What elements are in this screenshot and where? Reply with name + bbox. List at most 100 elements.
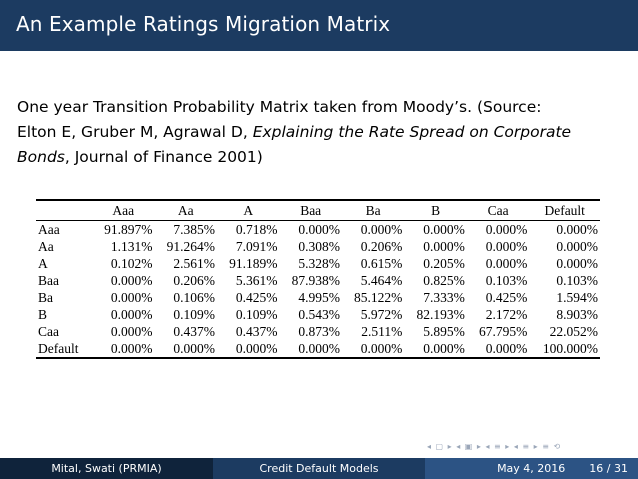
column-header: Ba [365,202,381,218]
column-header: Aa [177,202,194,218]
table-cell: 91.897% [104,221,153,237]
table-row: B 0.000% 0.109% 0.109% 0.543% 5.972% 82.193% 2.… [36,306,600,323]
table-cell: 7.385% [173,221,215,237]
table-cell: 5.361% [235,272,278,288]
table-cell: 0.000% [423,340,465,356]
table-cell: 0.000% [423,221,465,237]
footer-page-number: 16 / 31 [589,462,628,475]
table-row: Caa 0.000% 0.437% 0.437% 0.873% 2.511% 5.895% 6… [36,323,600,340]
table-cell: 5.972% [360,306,403,322]
intro-line-3-suffix: , Journal of Finance 2001) [64,148,263,166]
table-cell: 0.000% [110,323,153,339]
column-header: B [431,202,441,218]
table-cell: 5.328% [298,255,340,271]
row-header: Aaa [38,221,60,237]
table-cell: 0.000% [360,340,403,356]
footer-date-segment: May 4, 2016 16 / 31 [425,458,638,479]
table-cell: 0.825% [423,272,465,288]
paper-title-part-1: Explaining the Rate Spread on Corporate [252,123,572,141]
table-cell: 0.103% [556,272,598,288]
slide-title-bar: An Example Ratings Migration Matrix [0,0,638,51]
table-row: Default 0.000% 0.000% 0.000% 0.000% 0.000% 0.0… [36,340,600,358]
beamer-navigation[interactable]: ◂ ▢ ▸ ◂ ▣ ▸ ◂ ≡ ▸ ◂ ≡ ▸ ≡ ⟲ [427,442,561,451]
nav-frame-icon[interactable]: ◂ ▢ ▸ [427,442,453,451]
table-cell: 87.938% [291,272,340,288]
table-cell: 0.000% [110,306,153,322]
row-header: Baa [38,272,59,288]
table-cell: 8.903% [556,306,598,322]
table-cell: 0.437% [235,323,278,339]
footer-talk-title: Credit Default Models [259,462,379,475]
table-cell: 5.464% [360,272,403,288]
transition-matrix-table: Aaa Aa A Baa Ba B Caa Default Aaa 91.897%… [36,199,600,359]
nav-slide-icon[interactable]: ◂ ≡ ▸ [513,442,539,451]
table-cell: 91.189% [229,255,278,271]
table-cell: 2.561% [173,255,215,271]
table-cell: 0.102% [110,255,153,271]
table-cell: 0.000% [556,221,598,237]
column-header: Baa [300,202,322,218]
column-header: A [243,202,254,218]
table-cell: 0.425% [235,289,278,305]
footer-author: Mital, Swati (PRMIA) [51,462,162,475]
table-cell: 0.873% [298,323,340,339]
footer-date: May 4, 2016 [497,462,566,475]
row-header: B [38,306,48,322]
table-cell: 0.000% [235,340,278,356]
nav-search-icon[interactable]: ≡ ⟲ [542,442,562,451]
table-cell: 0.543% [298,306,340,322]
table-cell: 0.308% [298,238,340,254]
table-cell: 0.000% [173,340,215,356]
table-row: Aaa 91.897% 7.385% 0.718% 0.000% 0.000% 0.000%… [36,221,600,239]
table-cell: 82.193% [416,306,465,322]
table-cell: 4.995% [298,289,340,305]
table-row: A 0.102% 2.561% 91.189% 5.328% 0.615% 0.205% 0.… [36,255,600,272]
slide-footer: Mital, Swati (PRMIA) Credit Default Mode… [0,458,638,479]
table-cell: 0.000% [360,221,403,237]
table-cell: 1.131% [110,238,153,254]
table-cell: 5.895% [423,323,465,339]
row-header: Aa [38,238,54,254]
table-body: Aaa 91.897% 7.385% 0.718% 0.000% 0.000% 0.000%… [36,221,600,358]
table-cell: 0.106% [173,289,215,305]
table-row: Ba 0.000% 0.106% 0.425% 4.995% 85.122% 7.333% 0… [36,289,600,306]
table-corner-cell [36,200,92,221]
nav-section-icon[interactable]: ◂ ≡ ▸ [485,442,511,451]
footer-title-segment: Credit Default Models [213,458,425,479]
table-cell: 0.000% [556,238,598,254]
table-cell: 0.615% [360,255,403,271]
table-cell: 85.122% [354,289,403,305]
table-header-row: Aaa Aa A Baa Ba B Caa Default [36,200,600,221]
table-cell: 0.206% [360,238,403,254]
table-cell: 0.000% [556,255,598,271]
table-cell: 0.000% [110,289,153,305]
row-header: A [38,255,48,271]
table-cell: 2.511% [361,323,403,339]
table-cell: 0.000% [423,238,465,254]
table-cell: 0.718% [235,221,278,237]
table-cell: 0.437% [173,323,215,339]
table-cell: 0.000% [110,340,153,356]
table-cell: 0.000% [298,340,340,356]
paper-title-part-2: Bonds [17,148,65,166]
table-cell: 0.206% [173,272,215,288]
table-cell: 0.000% [485,255,528,271]
table-cell: 2.172% [485,306,528,322]
table-cell: 0.000% [110,272,153,288]
slide-title: An Example Ratings Migration Matrix [16,12,391,36]
table-cell: 7.333% [423,289,465,305]
table-row: Baa 0.000% 0.206% 5.361% 87.938% 5.464% 0.825%… [36,272,600,289]
column-header: Aaa [112,202,135,218]
table-cell: 0.000% [298,221,340,237]
table-cell: 0.425% [485,289,528,305]
table-cell: 22.052% [549,323,598,339]
table-cell: 0.000% [485,221,528,237]
row-header: Ba [38,289,53,305]
table-cell: 0.205% [423,255,465,271]
nav-subsection-icon[interactable]: ◂ ▣ ▸ [456,442,482,451]
row-header: Default [38,340,79,356]
table-cell: 100.000% [542,340,598,356]
table-cell: 0.000% [485,238,528,254]
row-header: Caa [38,323,59,339]
intro-line-1: One year Transition Probability Matrix t… [17,98,542,116]
